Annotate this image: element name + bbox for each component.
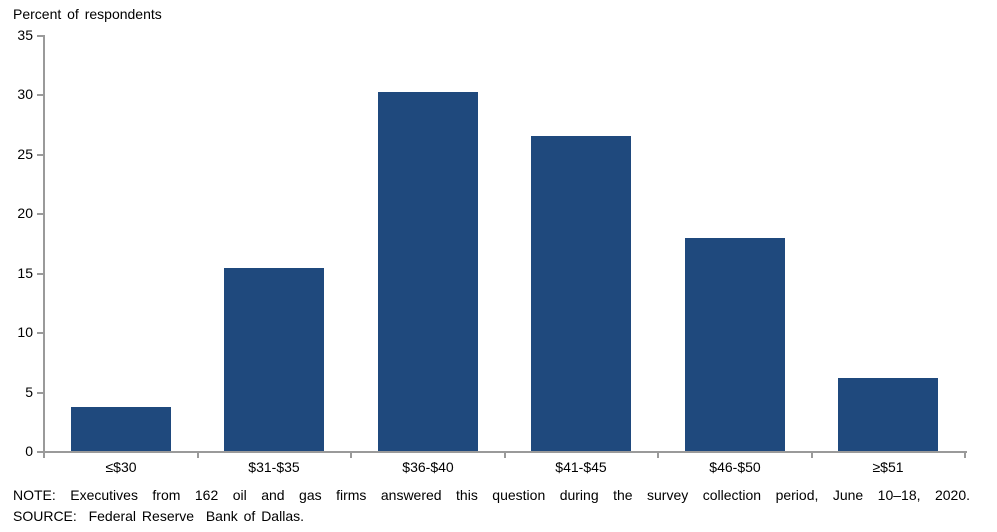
x-axis-tick — [43, 453, 45, 458]
footnote: NOTE: Executives from 162 oil and gas fi… — [13, 485, 970, 527]
y-axis-tick — [37, 273, 43, 275]
y-axis-tick — [37, 35, 43, 37]
bar-2 — [224, 268, 324, 451]
x-axis-tick — [197, 453, 199, 458]
y-axis-tick — [37, 332, 43, 334]
y-axis-tick — [37, 154, 43, 156]
bar-5 — [685, 238, 785, 451]
y-axis-tick-label: 10 — [17, 324, 33, 340]
y-axis-tick-label: 0 — [25, 443, 33, 459]
x-axis-tick — [657, 453, 659, 458]
bar-4 — [531, 136, 631, 451]
y-axis-tick — [37, 451, 43, 453]
x-axis-category-label: $41-$45 — [555, 459, 607, 475]
bar-3 — [378, 92, 478, 451]
x-axis-tick — [811, 453, 813, 458]
y-axis-tick-label: 15 — [17, 265, 33, 281]
x-axis-tick — [964, 453, 966, 458]
y-axis-tick — [37, 94, 43, 96]
y-axis-tick-label: 25 — [17, 146, 33, 162]
x-axis-category-label: $31-$35 — [248, 459, 300, 475]
bar-6 — [838, 378, 938, 451]
x-axis-line — [43, 451, 967, 453]
y-axis-tick — [37, 213, 43, 215]
note-text: NOTE: Executives from 162 oil and gas fi… — [13, 487, 970, 503]
x-axis-tick — [350, 453, 352, 458]
x-axis-category-label: $46-$50 — [709, 459, 761, 475]
x-axis-category-label: ≥$51 — [872, 459, 904, 475]
y-axis-tick-label: 5 — [25, 384, 33, 400]
y-axis-tick — [37, 392, 43, 394]
x-axis-category-label: ≤$30 — [105, 459, 137, 475]
x-axis-category-label: $36-$40 — [402, 459, 454, 475]
y-axis-title: Percent of respondents — [13, 6, 162, 22]
bar-1 — [71, 407, 171, 451]
y-axis-tick-label: 35 — [17, 27, 33, 43]
source-text: SOURCE: Federal Reserve Bank of Dallas. — [13, 508, 304, 524]
x-axis-tick — [504, 453, 506, 458]
y-axis-tick-label: 30 — [17, 86, 33, 102]
y-axis-tick-label: 20 — [17, 205, 33, 221]
y-axis-line — [43, 35, 45, 453]
